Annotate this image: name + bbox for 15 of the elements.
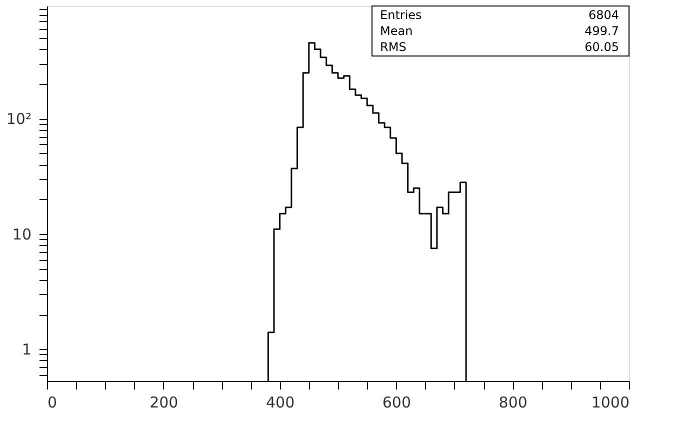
- annotation: 499.7: [584, 24, 619, 38]
- y-tick-label: 10²: [6, 110, 32, 128]
- x-tick-label: 800: [498, 394, 528, 412]
- annotation: Mean: [380, 24, 413, 38]
- x-tick-label: 0: [48, 394, 58, 412]
- annotation: Entries: [380, 8, 422, 22]
- y-tick-label: 1: [22, 340, 32, 359]
- x-tick-label: 400: [266, 394, 295, 412]
- annotation: RMS: [380, 40, 406, 54]
- annotation: 6804: [588, 8, 619, 22]
- x-tick-label: 200: [150, 394, 178, 412]
- y-tick-label: 10: [12, 225, 32, 244]
- x-tick-label: 1000: [591, 394, 630, 412]
- x-tick-label: 600: [382, 394, 412, 412]
- annotation: 60.05: [584, 40, 619, 54]
